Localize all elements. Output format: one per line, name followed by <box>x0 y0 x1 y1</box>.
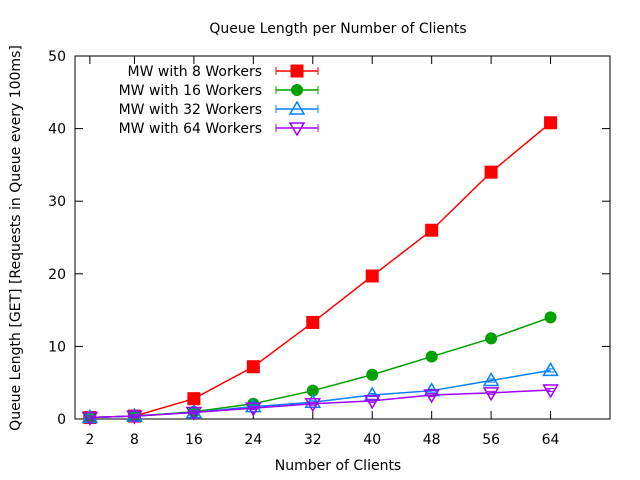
data-point <box>482 372 500 387</box>
legend: MW with 8 Workers MW with 16 Workers MW wi… <box>119 64 319 137</box>
chart-title: Queue Length per Number of Clients <box>209 21 466 37</box>
y-axis-title: Queue Length [GET] [Requests in Queue ev… <box>8 45 24 431</box>
y-tick-label: 0 <box>57 412 66 428</box>
x-tick-label: 8 <box>130 432 139 448</box>
data-point <box>542 384 559 399</box>
data-point <box>366 368 379 381</box>
x-tick-label: 64 <box>542 432 560 448</box>
x-tick-label: 16 <box>185 432 203 448</box>
data-point <box>245 402 262 417</box>
data-point <box>304 393 322 409</box>
x-axis-title: Number of Clients <box>275 458 401 474</box>
legend-label: MW with 8 Workers <box>128 64 263 80</box>
data-point <box>363 395 381 410</box>
data-point <box>245 398 262 413</box>
legend-label: MW with 64 Workers <box>119 121 262 137</box>
x-tick-label: 32 <box>304 432 322 448</box>
legend-label: MW with 16 Workers <box>119 83 262 99</box>
legend-marker <box>288 122 306 137</box>
x-tick-label: 2 <box>85 432 94 448</box>
data-point <box>304 398 322 413</box>
data-point <box>482 387 500 402</box>
y-tick-label: 40 <box>48 122 66 138</box>
x-tick-label: 40 <box>363 432 381 448</box>
x-tick-label: 24 <box>244 432 262 448</box>
series-line-4 <box>89 389 551 419</box>
legend-label: MW with 32 Workers <box>119 102 262 118</box>
y-tick-label: 30 <box>48 194 66 210</box>
data-point <box>246 360 260 374</box>
legend-marker <box>290 64 304 78</box>
y-tick-label: 20 <box>48 267 66 283</box>
data-point <box>544 311 557 324</box>
data-point <box>306 315 320 329</box>
data-point <box>484 165 498 179</box>
data-point <box>544 116 558 130</box>
x-tick-label: 56 <box>482 432 500 448</box>
series-line-1 <box>89 122 552 419</box>
data-point <box>126 410 143 425</box>
data-point <box>185 406 203 421</box>
data-point <box>187 392 201 406</box>
series-line-2 <box>89 316 551 419</box>
legend-marker <box>291 84 303 96</box>
data-point <box>542 361 559 377</box>
data-point <box>81 411 99 427</box>
y-tick-label: 10 <box>48 339 66 355</box>
data-point <box>365 269 379 283</box>
data-point <box>485 332 498 345</box>
x-tick-label: 48 <box>423 432 441 448</box>
data-point <box>425 223 439 237</box>
plot-area: 0 10 20 30 40 50 2 8 16 24 32 40 48 56 64 <box>48 49 611 448</box>
legend-marker <box>288 100 306 115</box>
y-tick-label: 50 <box>48 49 66 65</box>
data-point <box>425 350 438 363</box>
data-point <box>423 389 440 404</box>
data-point <box>363 386 381 401</box>
plot-frame <box>74 55 611 420</box>
